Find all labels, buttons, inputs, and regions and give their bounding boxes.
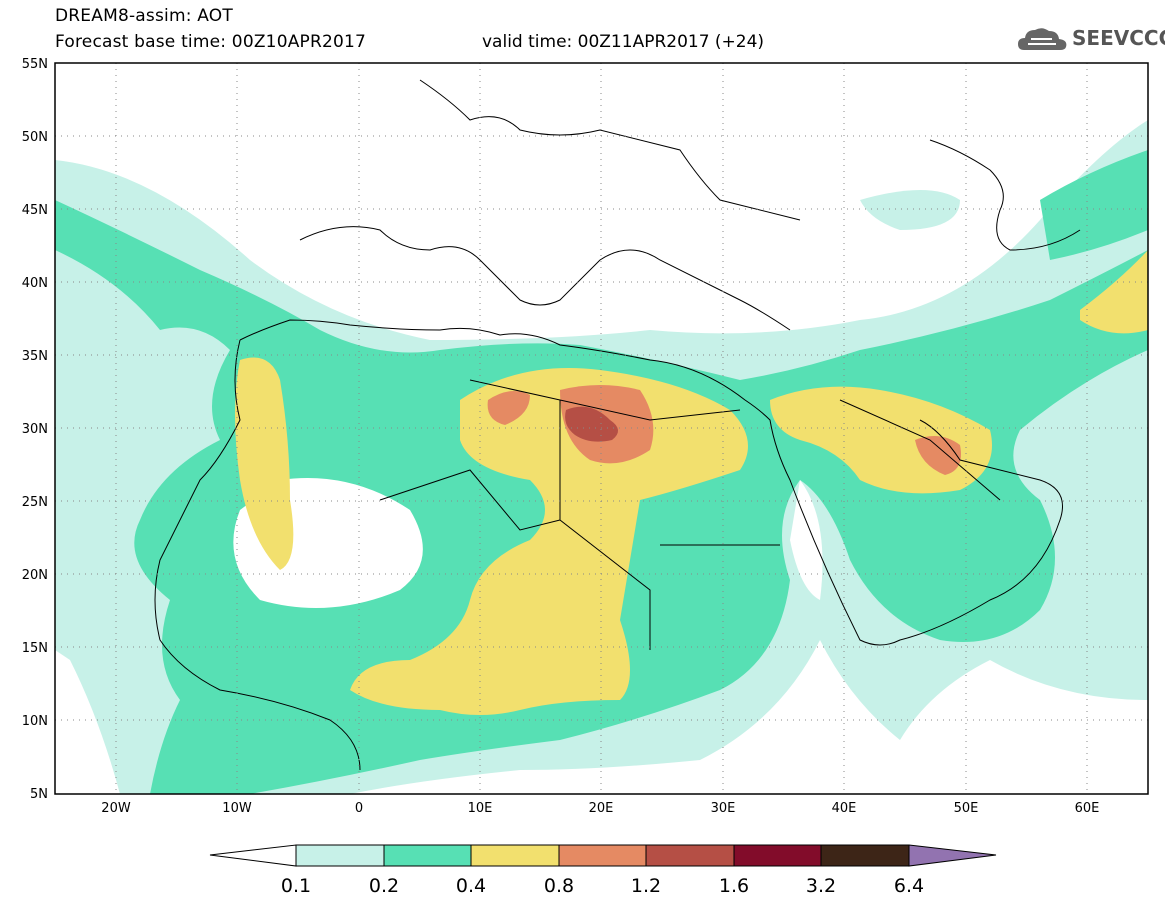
- map-title: DREAM8-assim: AOT: [55, 6, 233, 26]
- lon-label: 20W: [101, 801, 131, 816]
- colorbar-high-arrow: [908, 844, 997, 867]
- longitude-labels: 20W 10W 0 10E 20E 30E 40E 50E 60E: [101, 801, 1099, 816]
- lat-label: 25N: [22, 495, 48, 510]
- aot-clear-area: [790, 480, 823, 600]
- lon-label: 50E: [954, 801, 979, 816]
- colorbar-low-arrow: [209, 844, 297, 867]
- lat-label: 30N: [22, 422, 48, 437]
- cloud-icon: [1018, 28, 1067, 50]
- colorbar-labels: 0.1 0.2 0.4 0.8 1.2 1.6 3.2 6.4: [281, 875, 924, 897]
- colorbar-bin: [733, 844, 822, 867]
- colorbar-bin: [558, 844, 647, 867]
- aot-contours: [55, 120, 1148, 794]
- lon-label: 10E: [468, 801, 493, 816]
- colorbar-label: 0.8: [544, 875, 574, 897]
- aot-level-4b: [487, 391, 530, 425]
- forecast-base-time: Forecast base time: 00Z10APR2017: [55, 32, 367, 52]
- colorbar-label: 1.2: [631, 875, 661, 897]
- lon-label: 40E: [832, 801, 857, 816]
- aot-level-2b: [1040, 150, 1148, 260]
- colorbar-bin: [645, 844, 735, 867]
- lon-label: 10W: [222, 801, 252, 816]
- colorbar-label: 0.2: [369, 875, 399, 897]
- lat-label: 40N: [22, 276, 48, 291]
- coastlines: [154, 79, 1081, 771]
- aot-level-3b: [235, 357, 294, 570]
- colorbar-bin: [470, 844, 560, 867]
- lat-label: 35N: [22, 349, 48, 364]
- colorbar-label: 0.4: [456, 875, 486, 897]
- colorbar: [209, 844, 997, 867]
- lat-label: 55N: [22, 57, 48, 72]
- lat-label: 45N: [22, 203, 48, 218]
- valid-time: valid time: 00Z11APR2017 (+24): [482, 32, 765, 52]
- lat-label: 10N: [22, 714, 48, 729]
- graticule: [55, 63, 1148, 794]
- lon-label: 0: [355, 801, 363, 816]
- lon-label: 20E: [589, 801, 614, 816]
- lat-label: 50N: [22, 130, 48, 145]
- lat-label: 5N: [30, 787, 48, 802]
- lon-label: 60E: [1075, 801, 1100, 816]
- colorbar-bin: [295, 844, 385, 867]
- colorbar-label: 1.6: [719, 875, 749, 897]
- colorbar-bin: [820, 844, 910, 867]
- lon-label: 30E: [711, 801, 736, 816]
- logo-text: SEEVCCC: [1072, 26, 1165, 50]
- aot-level-3d: [1080, 250, 1148, 334]
- aot-level-1b: [860, 190, 960, 230]
- aot-level-5: [565, 406, 619, 442]
- latitude-labels: 55N 50N 45N 40N 35N 30N 25N 20N 15N 10N …: [22, 57, 48, 802]
- lat-label: 15N: [22, 641, 48, 656]
- map-frame: [54, 62, 1149, 795]
- colorbar-label: 0.1: [281, 875, 311, 897]
- colorbar-label: 6.4: [894, 875, 924, 897]
- aot-level-3: [350, 368, 748, 715]
- colorbar-bin: [383, 844, 472, 867]
- colorbar-label: 3.2: [806, 875, 836, 897]
- lat-label: 20N: [22, 568, 48, 583]
